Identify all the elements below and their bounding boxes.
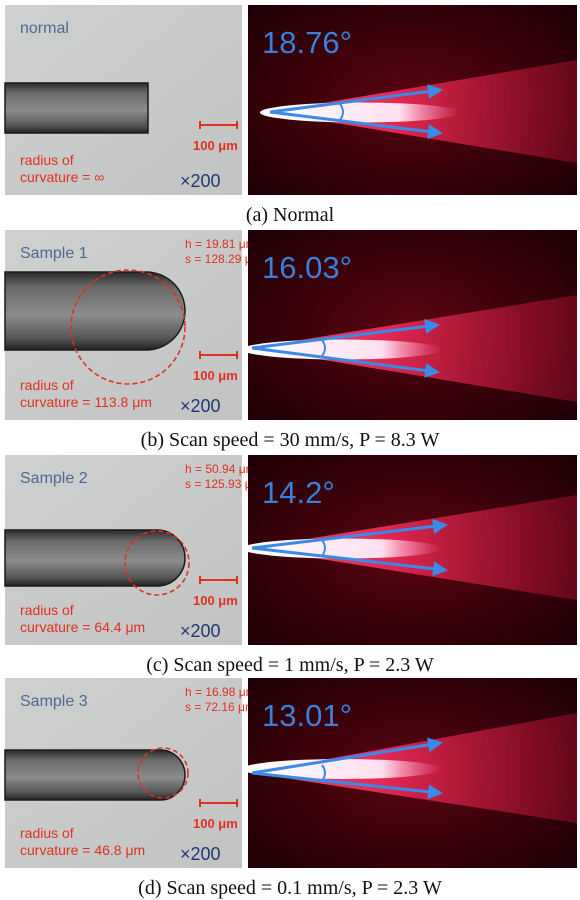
- figure-row: Sample 3 h = 16.98 μms = 72.16 μm 100 μm ra…: [5, 678, 577, 899]
- angle-value: 18.76°: [262, 25, 352, 60]
- beam-core: [260, 103, 460, 123]
- angle-value: 14.2°: [262, 475, 335, 510]
- h-value: h = 50.94 μm: [185, 462, 256, 476]
- scale-label: 100 μm: [193, 138, 238, 153]
- fiber: [5, 83, 148, 133]
- radius-line2: curvature = 113.8 μm: [20, 394, 152, 410]
- caption: (a) Normal: [246, 204, 335, 226]
- magnification: ×200: [180, 621, 221, 641]
- radius-line1: radius of: [20, 152, 74, 168]
- page: normal100 μmradius ofcurvature = ∞×20018…: [0, 0, 580, 900]
- magnification: ×200: [180, 171, 221, 191]
- radius-line2: curvature = 64.4 μm: [20, 619, 145, 635]
- sample-label: Sample 1: [20, 245, 88, 262]
- h-value: h = 16.98 μm: [185, 685, 256, 699]
- sample-label: normal: [20, 20, 69, 37]
- radius-line1: radius of: [20, 825, 74, 841]
- magnification: ×200: [180, 844, 221, 864]
- h-value: h = 19.81 μm: [185, 237, 256, 251]
- angle-value: 16.03°: [262, 250, 352, 285]
- fiber: [5, 272, 185, 350]
- radius-line1: radius of: [20, 602, 74, 618]
- radius-line2: curvature = ∞: [20, 169, 104, 185]
- s-value: s = 72.16 μm: [185, 700, 255, 714]
- sample-label: Sample 3: [20, 693, 88, 710]
- magnification: ×200: [180, 396, 221, 416]
- caption: (c) Scan speed = 1 mm/s, P = 2.3 W: [146, 654, 434, 676]
- beam-core: [242, 539, 442, 559]
- caption: (d) Scan speed = 0.1 mm/s, P = 2.3 W: [138, 877, 442, 899]
- sample-label: Sample 2: [20, 470, 88, 487]
- scale-label: 100 μm: [193, 816, 238, 831]
- fiber: [5, 530, 185, 586]
- radius-line1: radius of: [20, 377, 74, 393]
- figure: normal100 μmradius ofcurvature = ∞×20018…: [0, 0, 580, 900]
- angle-value: 13.01°: [262, 698, 352, 733]
- fiber: [5, 750, 185, 800]
- scale-label: 100 μm: [193, 368, 238, 383]
- radius-line2: curvature = 46.8 μm: [20, 842, 145, 858]
- caption: (b) Scan speed = 30 mm/s, P = 8.3 W: [141, 429, 440, 451]
- scale-label: 100 μm: [193, 593, 238, 608]
